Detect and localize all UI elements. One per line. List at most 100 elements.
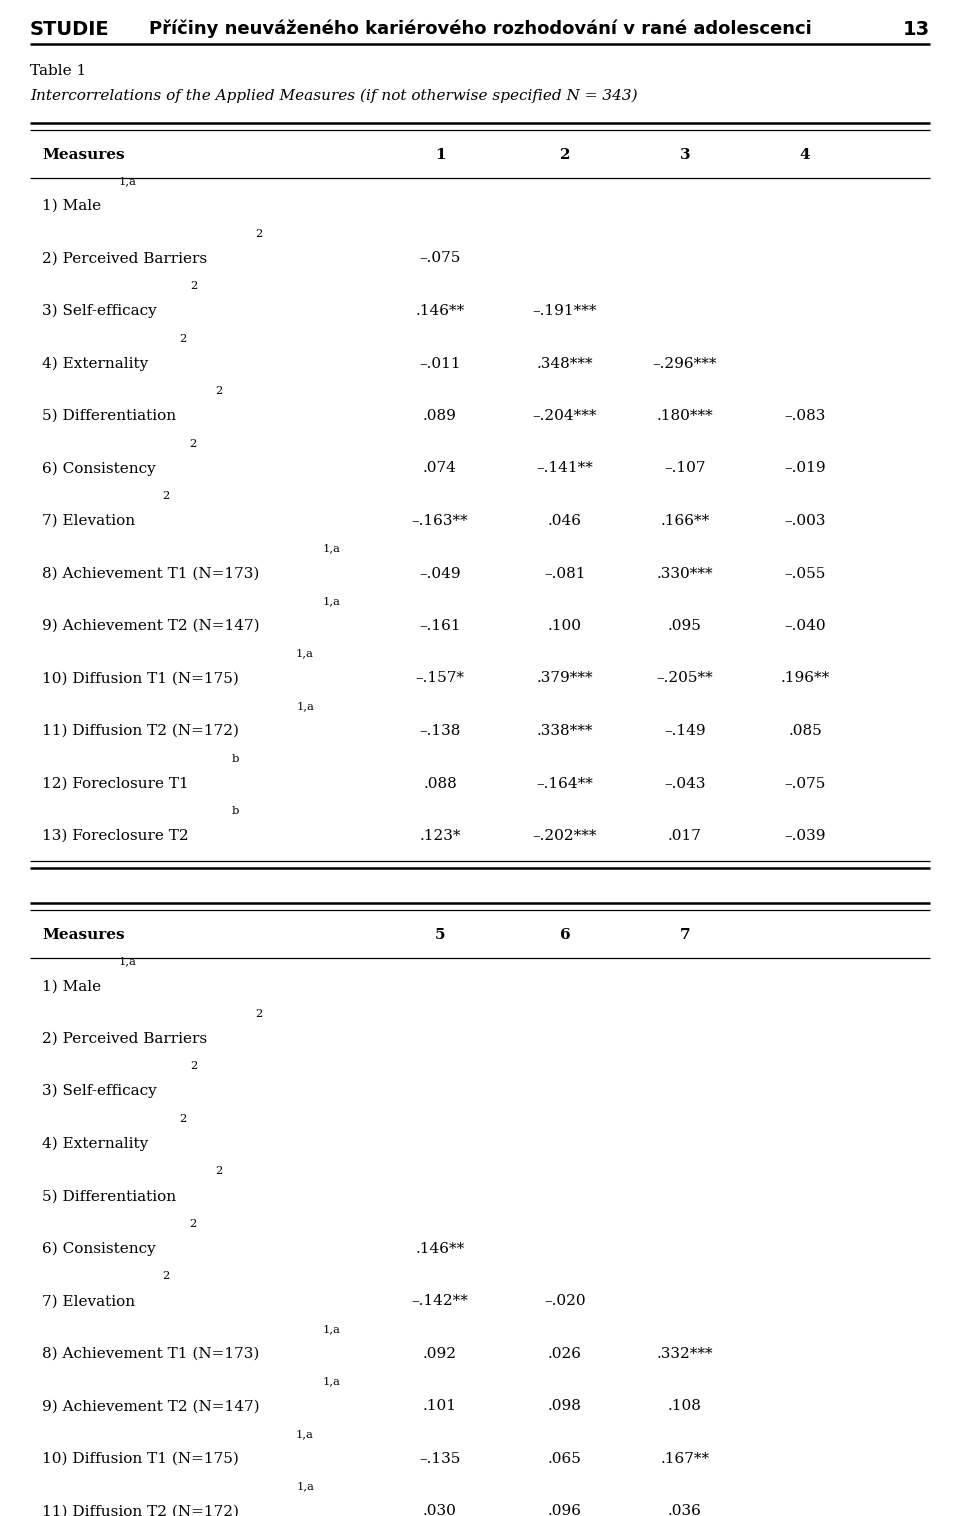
Text: 2: 2 [162,491,169,502]
Text: –.039: –.039 [784,829,826,843]
Text: .036: .036 [668,1504,702,1516]
Text: .166**: .166** [660,514,709,528]
Text: .123*: .123* [420,829,461,843]
Text: 9) Achievement T2 (N=147): 9) Achievement T2 (N=147) [42,1399,259,1413]
Text: .146**: .146** [416,305,465,318]
Text: .146**: .146** [416,1242,465,1255]
Text: 1: 1 [435,149,445,162]
Text: –.191***: –.191*** [533,305,597,318]
Text: 2: 2 [190,1061,198,1072]
Text: .180***: .180*** [657,409,713,423]
Text: .348***: .348*** [537,356,593,370]
Text: –.020: –.020 [544,1295,586,1308]
Text: 7) Elevation: 7) Elevation [42,514,135,528]
Text: 10) Diffusion T1 (N=175): 10) Diffusion T1 (N=175) [42,1452,239,1466]
Text: –.075: –.075 [784,776,826,790]
Text: .101: .101 [423,1399,457,1413]
Text: .330***: .330*** [657,567,713,581]
Text: .332***: .332*** [657,1346,713,1361]
Text: .098: .098 [548,1399,582,1413]
Text: .074: .074 [423,461,457,476]
Text: –.204***: –.204*** [533,409,597,423]
Text: 12) Foreclosure T1: 12) Foreclosure T1 [42,776,189,790]
Text: .026: .026 [548,1346,582,1361]
Text: 1,a: 1,a [323,1323,341,1334]
Text: 13: 13 [902,20,930,39]
Text: 2: 2 [180,1114,186,1123]
Text: Table 1: Table 1 [30,64,86,77]
Text: –.157*: –.157* [416,672,465,685]
Text: Measures: Measures [42,149,125,162]
Text: 2: 2 [255,229,262,238]
Text: –.149: –.149 [664,725,706,738]
Text: .030: .030 [423,1504,457,1516]
Text: 13) Foreclosure T2: 13) Foreclosure T2 [42,829,188,843]
Text: –.164**: –.164** [537,776,593,790]
Text: .085: .085 [788,725,822,738]
Text: .338***: .338*** [537,725,593,738]
Text: .108: .108 [668,1399,702,1413]
Text: –.081: –.081 [544,567,586,581]
Text: 1,a: 1,a [297,702,314,711]
Text: –.142**: –.142** [412,1295,468,1308]
Text: 7: 7 [680,928,690,943]
Text: 8) Achievement T1 (N=173): 8) Achievement T1 (N=173) [42,567,259,581]
Text: 4) Externality: 4) Externality [42,356,148,371]
Text: 2: 2 [560,149,570,162]
Text: 2: 2 [190,280,198,291]
Text: –.202***: –.202*** [533,829,597,843]
Text: .017: .017 [668,829,702,843]
Text: –.049: –.049 [420,567,461,581]
Text: 1,a: 1,a [118,176,136,186]
Text: 2: 2 [215,1166,223,1176]
Text: 3) Self-efficacy: 3) Self-efficacy [42,1084,156,1099]
Text: 2: 2 [189,1219,196,1229]
Text: 6) Consistency: 6) Consistency [42,461,156,476]
Text: 2: 2 [255,1010,262,1019]
Text: 6: 6 [560,928,570,943]
Text: –.163**: –.163** [412,514,468,528]
Text: Intercorrelations of the Applied Measures (if not otherwise specified N = 343): Intercorrelations of the Applied Measure… [30,89,637,103]
Text: STUDIE: STUDIE [30,20,109,39]
Text: 1,a: 1,a [296,649,314,658]
Text: –.161: –.161 [420,619,461,634]
Text: 5) Differentiation: 5) Differentiation [42,1189,176,1204]
Text: –.075: –.075 [420,252,461,265]
Text: .379***: .379*** [537,672,593,685]
Text: –.138: –.138 [420,725,461,738]
Text: 11) Diffusion T2 (N=172): 11) Diffusion T2 (N=172) [42,1504,239,1516]
Text: .088: .088 [423,776,457,790]
Text: –.055: –.055 [784,567,826,581]
Text: 2) Perceived Barriers: 2) Perceived Barriers [42,1032,207,1046]
Text: 2) Perceived Barriers: 2) Perceived Barriers [42,252,207,265]
Text: 8) Achievement T1 (N=173): 8) Achievement T1 (N=173) [42,1346,259,1361]
Text: 10) Diffusion T1 (N=175): 10) Diffusion T1 (N=175) [42,672,239,685]
Text: 6) Consistency: 6) Consistency [42,1242,156,1255]
Text: –.040: –.040 [784,619,826,634]
Text: –.003: –.003 [784,514,826,528]
Text: Příčiny neuváženého kariérového rozhodování v rané adolescenci: Příčiny neuváženého kariérového rozhodov… [149,20,811,38]
Text: 1,a: 1,a [323,1377,341,1387]
Text: 1,a: 1,a [118,957,136,966]
Text: 1,a: 1,a [296,1430,314,1439]
Text: –.083: –.083 [784,409,826,423]
Text: 2: 2 [215,387,223,396]
Text: –.296***: –.296*** [653,356,717,370]
Text: 1,a: 1,a [323,544,341,553]
Text: 2: 2 [189,438,196,449]
Text: –.043: –.043 [664,776,706,790]
Text: 3: 3 [680,149,690,162]
Text: 2: 2 [180,334,186,344]
Text: .095: .095 [668,619,702,634]
Text: 4: 4 [800,149,810,162]
Text: .046: .046 [548,514,582,528]
Text: .092: .092 [423,1346,457,1361]
Text: –.019: –.019 [784,461,826,476]
Text: 5) Differentiation: 5) Differentiation [42,409,176,423]
Text: –.135: –.135 [420,1452,461,1466]
Text: 5: 5 [435,928,445,943]
Text: b: b [231,753,239,764]
Text: –.107: –.107 [664,461,706,476]
Text: .100: .100 [548,619,582,634]
Text: 2: 2 [162,1272,169,1281]
